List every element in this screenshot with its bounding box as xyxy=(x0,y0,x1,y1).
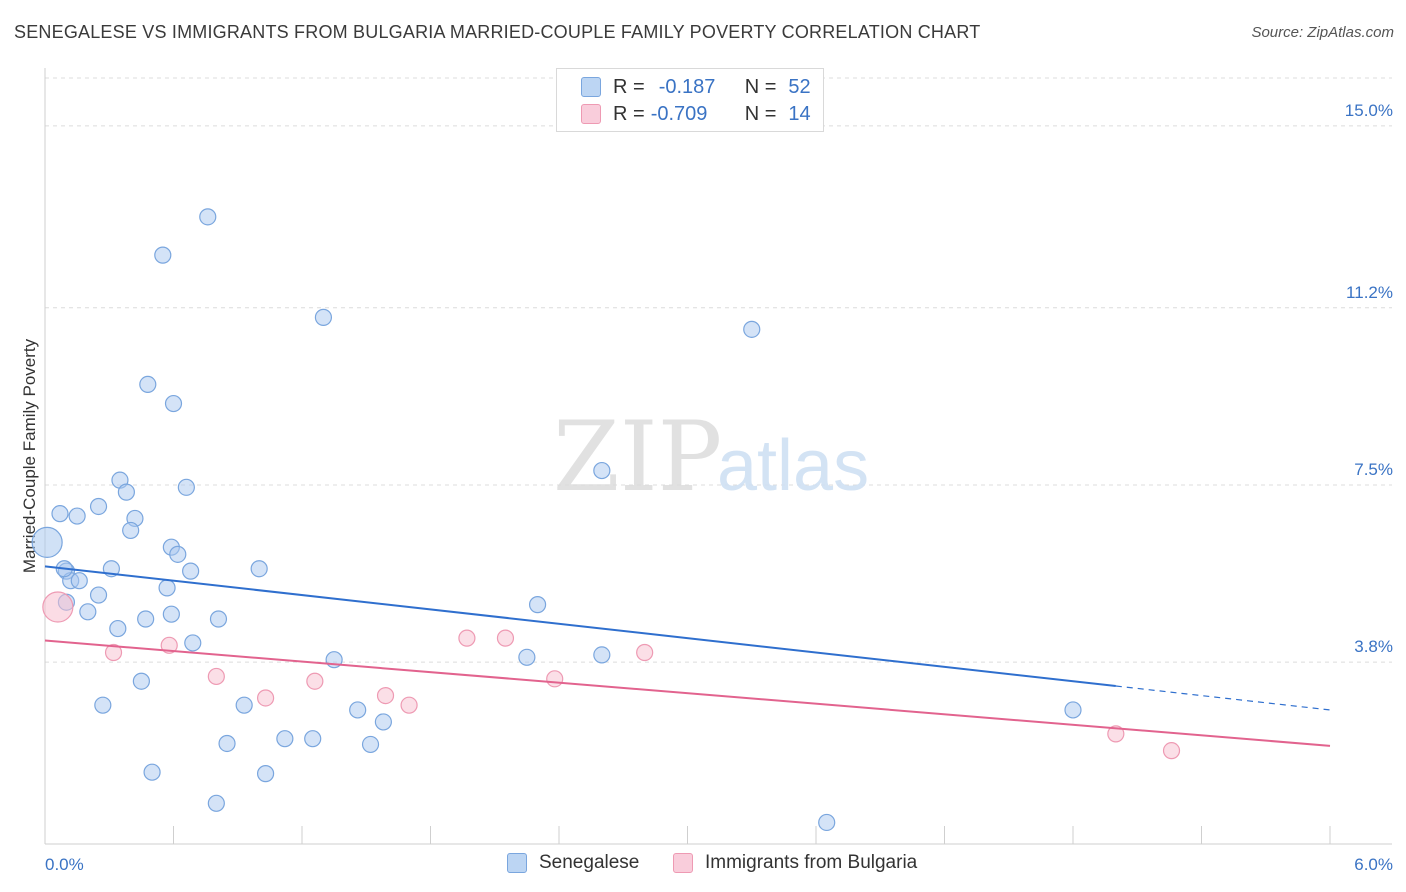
senegalese-point xyxy=(593,646,611,664)
legend-row-senegalese: R = -0.187 N = 52 xyxy=(581,75,811,99)
bulgaria-point xyxy=(496,629,515,647)
senegalese-point xyxy=(143,763,161,781)
senegalese-point xyxy=(218,734,236,753)
senegalese-point xyxy=(209,610,228,628)
senegalese-point xyxy=(528,596,547,614)
x-tick-label-min: 0.0% xyxy=(45,855,84,874)
bulgaria-point xyxy=(1162,742,1181,760)
bulgaria-swatch xyxy=(673,853,693,873)
watermark-atlas: atlas xyxy=(717,426,869,506)
senegalese-point xyxy=(182,562,200,580)
bulgaria-point xyxy=(376,686,395,705)
senegalese-point xyxy=(70,572,88,590)
senegalese-point xyxy=(177,478,195,496)
source-label: Source: ZipAtlas.com xyxy=(1251,24,1394,41)
senegalese-point xyxy=(154,246,172,264)
senegalese-point xyxy=(117,483,135,501)
y-tick-label: 15.0% xyxy=(1345,101,1393,120)
senegalese-point xyxy=(743,320,761,338)
senegalese-point xyxy=(184,634,202,652)
senegalese-point xyxy=(518,648,536,666)
bulgaria-point xyxy=(636,643,654,662)
bulgaria-trendline xyxy=(44,639,1331,747)
legend-item-senegalese: Senegalese xyxy=(507,852,639,874)
senegalese-point xyxy=(361,735,380,754)
chart-title: SENEGALESE VS IMMIGRANTS FROM BULGARIA M… xyxy=(14,22,981,42)
r-label: R = xyxy=(613,75,645,98)
legend-row-bulgaria: R = -0.709 N = 14 xyxy=(581,102,811,126)
senegalese-swatch xyxy=(581,77,601,97)
senegalese-point xyxy=(89,586,108,604)
bulgaria-point xyxy=(207,667,225,686)
n-value: 14 xyxy=(788,102,811,125)
senegalese-point xyxy=(31,526,63,558)
senegalese-point xyxy=(68,507,86,525)
bulgaria-point xyxy=(458,629,476,647)
n-label: N = xyxy=(744,75,777,98)
senegalese-point xyxy=(250,560,268,578)
r-value: -0.709 xyxy=(650,102,708,125)
legend-label-senegalese: Senegalese xyxy=(539,852,640,873)
senegalese-point xyxy=(199,208,217,226)
r-label: R = xyxy=(613,102,645,125)
senegalese-point xyxy=(1064,701,1082,719)
senegalese-point xyxy=(304,730,322,748)
senegalese-point xyxy=(235,696,253,714)
senegalese-point xyxy=(94,696,112,714)
senegalese-point xyxy=(818,813,836,832)
senegalese-point xyxy=(349,701,367,719)
bulgaria-point xyxy=(1107,725,1125,743)
bulgaria-point xyxy=(42,591,74,623)
senegalese-point xyxy=(314,308,333,326)
watermark-zip: ZIP xyxy=(553,401,722,513)
bulgaria-swatch xyxy=(581,104,601,124)
senegalese-point xyxy=(593,461,611,480)
senegalese-point xyxy=(374,713,392,731)
senegalese-point xyxy=(89,497,108,516)
senegalese-point xyxy=(51,505,69,523)
bulgaria-point xyxy=(160,636,178,654)
senegalese-point xyxy=(207,794,225,812)
senegalese-point xyxy=(122,521,140,540)
y-tick-label: 11.2% xyxy=(1346,283,1393,302)
legend-label-bulgaria: Immigrants from Bulgaria xyxy=(705,852,918,873)
senegalese-point xyxy=(276,730,294,748)
senegalese-point xyxy=(132,672,150,690)
n-value: 52 xyxy=(788,75,811,98)
senegalese-point xyxy=(139,375,157,393)
senegalese-trendline xyxy=(44,565,1116,688)
senegalese-trendline-extension xyxy=(1115,685,1331,711)
senegalese-point xyxy=(79,603,97,621)
bulgaria-point xyxy=(256,689,275,707)
legend-item-bulgaria: Immigrants from Bulgaria xyxy=(673,852,917,874)
senegalese-point xyxy=(256,765,275,783)
y-tick-label: 7.5% xyxy=(1354,460,1393,479)
bulgaria-point xyxy=(400,696,418,714)
senegalese-point xyxy=(137,610,155,628)
n-label: N = xyxy=(744,102,777,125)
x-tick-label-max: 6.0% xyxy=(1354,855,1393,874)
senegalese-point xyxy=(158,579,176,597)
senegalese-point xyxy=(169,545,187,563)
senegalese-swatch xyxy=(507,853,527,873)
bulgaria-point xyxy=(104,643,123,662)
series-legend: Senegalese Immigrants from Bulgaria xyxy=(0,852,1406,878)
bulgaria-point xyxy=(306,672,324,690)
senegalese-point xyxy=(109,619,127,638)
r-value: -0.187 xyxy=(658,75,716,98)
senegalese-point xyxy=(162,605,180,623)
bulgaria-point xyxy=(546,670,564,688)
stats-legend: R = -0.187 N = 52 R = -0.709 N = 14 xyxy=(556,68,824,132)
y-tick-label: 3.8% xyxy=(1354,637,1393,656)
senegalese-point xyxy=(164,394,183,413)
